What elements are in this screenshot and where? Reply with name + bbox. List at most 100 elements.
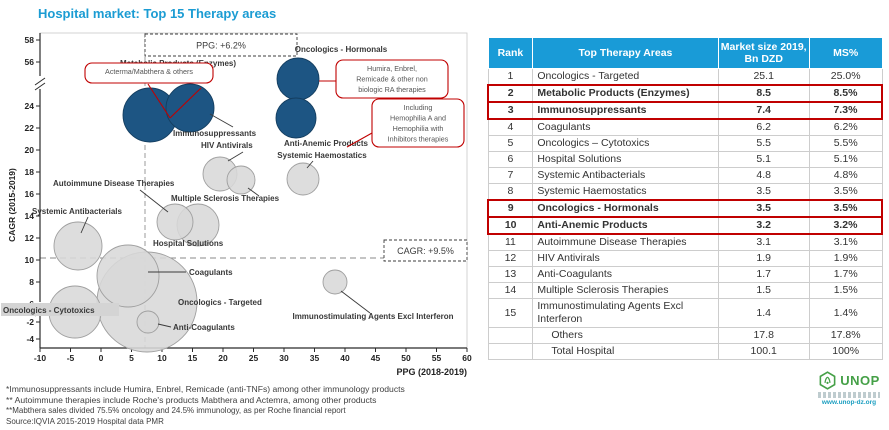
bubble-label-anti-anemic-products: Anti-Anemic Products xyxy=(284,139,369,148)
table-row: 9 Oncologics - Hormonals 3.5 3.5% xyxy=(487,199,883,218)
x-tick-label: -10 xyxy=(34,353,47,363)
callout-tail-2 xyxy=(346,132,373,148)
size-cell: 5.5 xyxy=(717,135,810,152)
rank-cell: 4 xyxy=(487,118,534,136)
footnote-source: Source:IQVIA 2015-2019 Hospital data PMR xyxy=(6,417,164,426)
table-row: 4 Coagulants 6.2 6.2% xyxy=(487,118,883,136)
bubble-label-coagulants: Coagulants xyxy=(189,268,233,277)
bubble-systemic-haemostatics xyxy=(286,162,320,196)
leader-systemic-antibacterials xyxy=(80,216,89,234)
rank-cell: 15 xyxy=(487,298,534,328)
ms-cell: 1.5% xyxy=(808,282,883,299)
size-cell: 25.1 xyxy=(717,68,810,86)
table-row: Total Hospital 100.1 100% xyxy=(487,343,883,360)
table-row: 6 Hospital Solutions 5.1 5.1% xyxy=(487,151,883,168)
col-therapy-areas: Top Therapy Areas xyxy=(532,37,719,69)
bubble-label-autoimmune-disease-therapies: Autoimmune Disease Therapies xyxy=(53,179,175,188)
size-cell: 7.4 xyxy=(717,101,810,120)
label-highlight-oncologics-cytotoxics xyxy=(1,303,119,316)
bubble-label-systemic-haemostatics: Systemic Haemostatics xyxy=(277,151,367,160)
table-row: 12 HIV Antivirals 1.9 1.9% xyxy=(487,250,883,267)
callout-tail-0 xyxy=(169,87,202,119)
rank-cell: 8 xyxy=(487,183,534,201)
table-row: 2 Metabolic Products (Enzymes) 8.5 8.5% xyxy=(487,84,883,103)
bubble-systemic-antibacterials xyxy=(53,221,103,271)
bubble-label-oncologics-cytotoxics: Oncologics - Cytotoxics xyxy=(3,306,95,315)
x-tick-label: 55 xyxy=(432,353,442,363)
y-tick-label: 58 xyxy=(25,35,35,45)
therapy-cell: Oncologics - Targeted xyxy=(532,68,719,86)
x-tick-label: 45 xyxy=(371,353,381,363)
bubble-immunostimulating-agents-excl-interferon xyxy=(322,269,348,295)
ms-cell: 3.1% xyxy=(808,233,883,251)
col-ms-pct: MS% xyxy=(808,37,883,69)
size-cell: 6.2 xyxy=(717,118,810,136)
size-cell: 1.4 xyxy=(717,298,810,328)
x-tick-label: 20 xyxy=(218,353,228,363)
bubble-label-multiple-sclerosis-therapies: Multiple Sclerosis Therapies xyxy=(171,194,280,203)
bubble-label-anti-coagulants: Anti-Coagulants xyxy=(173,323,235,332)
callout-text-1: biologic RA therapies xyxy=(358,85,426,94)
x-tick-label: 50 xyxy=(401,353,411,363)
table-row: 13 Anti-Coagulants 1.7 1.7% xyxy=(487,266,883,283)
x-tick-label: 5 xyxy=(129,353,134,363)
size-cell: 1.7 xyxy=(717,266,810,283)
rank-cell: 13 xyxy=(487,266,534,283)
avg-ppg-box xyxy=(144,33,298,57)
logo-arabic-tagline xyxy=(818,392,880,398)
rank-cell: 9 xyxy=(487,199,534,218)
x-tick-label: 0 xyxy=(99,353,104,363)
bubble-chart: PPG: +6.2%CAGR: +9.5%5856242220181614121… xyxy=(1,32,472,377)
therapy-cell: Others xyxy=(532,327,719,344)
y-tick-label: 22 xyxy=(25,123,35,133)
col-rank: Rank xyxy=(487,37,534,69)
rank-cell: 10 xyxy=(487,216,534,235)
avg-cagr-box-label: CAGR: +9.5% xyxy=(397,246,454,256)
y-tick-label: 16 xyxy=(25,189,35,199)
ms-cell: 8.5% xyxy=(808,84,883,103)
callout-text-2: Including xyxy=(404,103,433,112)
size-cell: 100.1 xyxy=(717,343,810,360)
table-row: 1 Oncologics - Targeted 25.1 25.0% xyxy=(487,68,883,86)
avg-cagr-box xyxy=(383,239,468,262)
size-cell: 1.9 xyxy=(717,250,810,267)
therapy-table-wrap: Rank Top Therapy Areas Market size 2019,… xyxy=(487,37,883,360)
x-axis-title: PPG (2018-2019) xyxy=(396,367,467,377)
callout-text-2: Hemophilia A and xyxy=(390,114,446,123)
size-cell: 3.5 xyxy=(717,199,810,218)
therapy-cell: Systemic Antibacterials xyxy=(532,167,719,184)
therapy-cell: Hospital Solutions xyxy=(532,151,719,168)
y-axis-title: CAGR (2015-2019) xyxy=(7,168,17,242)
unop-logo: UNOP www.unop-dz.org xyxy=(813,371,885,406)
rank-cell xyxy=(487,327,534,344)
col-market-size: Market size 2019, Bn DZD xyxy=(717,37,810,69)
bubble-label-immunostimulating-agents-excl-interferon: Immunostimulating Agents Excl Interferon xyxy=(292,312,453,321)
rank-cell: 3 xyxy=(487,101,534,120)
bubble-anti-anemic-products xyxy=(275,97,317,139)
rank-cell: 2 xyxy=(487,84,534,103)
ms-cell: 3.5% xyxy=(808,183,883,201)
bubble-multiple-sclerosis-therapies xyxy=(226,165,256,195)
table-header-row: Rank Top Therapy Areas Market size 2019,… xyxy=(487,37,883,69)
leader-multiple-sclerosis-therapies xyxy=(247,187,260,197)
x-tick-label: 10 xyxy=(157,353,167,363)
ms-cell: 1.9% xyxy=(808,250,883,267)
therapy-table: Rank Top Therapy Areas Market size 2019,… xyxy=(487,37,883,360)
unop-logo-icon xyxy=(819,371,836,390)
bubble-label-hospital-solutions: Hospital Solutions xyxy=(153,239,224,248)
leader-anti-coagulants xyxy=(157,323,172,328)
footnote-mabthera: **Mabthera sales divided 75.5% oncology … xyxy=(6,406,346,415)
rank-cell xyxy=(487,343,534,360)
size-cell: 17.8 xyxy=(717,327,810,344)
ms-cell: 5.1% xyxy=(808,151,883,168)
rank-cell: 11 xyxy=(487,233,534,251)
x-tick-label: 15 xyxy=(188,353,198,363)
y-tick-label: -2 xyxy=(26,317,34,327)
therapy-cell: Oncologics - Hormonals xyxy=(532,199,719,218)
size-cell: 3.2 xyxy=(717,216,810,235)
bubble-coagulants xyxy=(96,244,160,308)
table-row: 7 Systemic Antibacterials 4.8 4.8% xyxy=(487,167,883,184)
x-tick-label: 35 xyxy=(310,353,320,363)
leader-systemic-haemostatics xyxy=(306,160,314,169)
table-row: 15 Immunostimulating Agents Excl Interfer… xyxy=(487,298,883,328)
